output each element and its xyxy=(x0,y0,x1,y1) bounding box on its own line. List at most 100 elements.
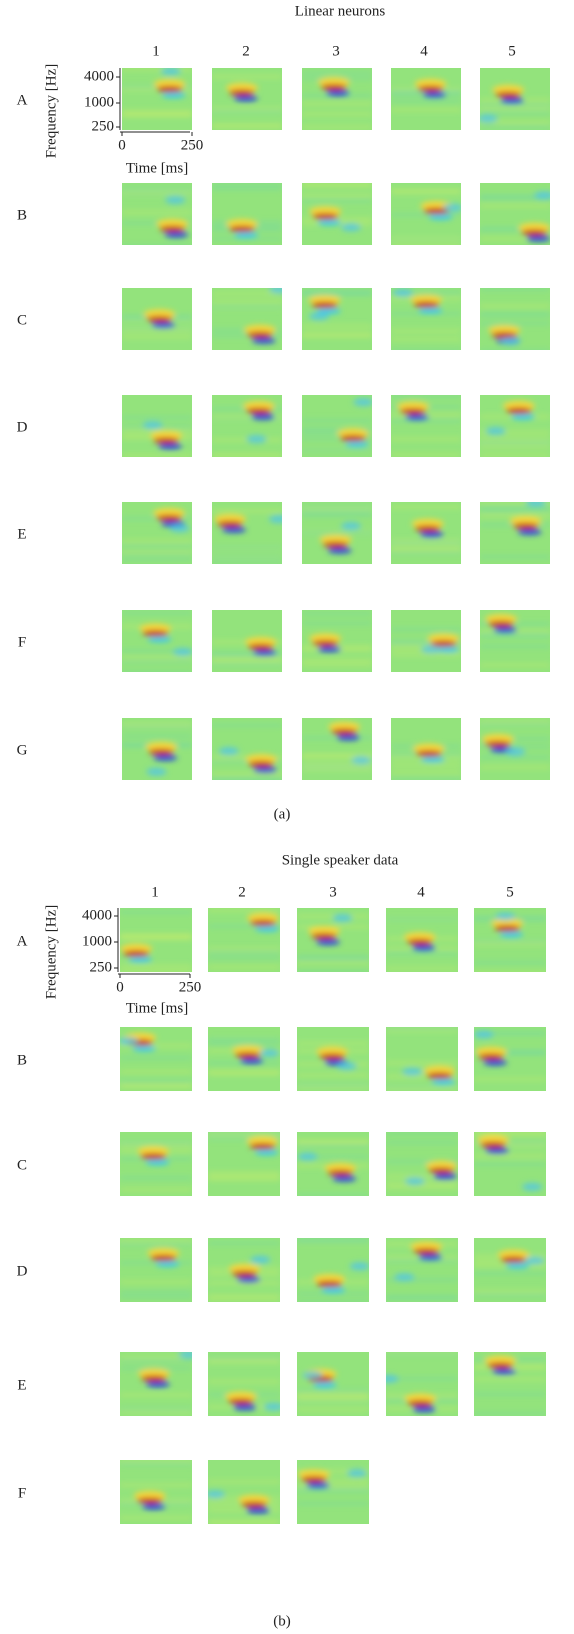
stripe xyxy=(391,437,461,440)
blob xyxy=(418,1254,443,1261)
stripe xyxy=(480,756,550,759)
row-label: E xyxy=(17,1377,26,1393)
blob xyxy=(499,931,524,938)
spectrogram-panel xyxy=(212,610,282,672)
blob xyxy=(159,225,186,232)
stripe xyxy=(120,1280,192,1283)
stripe xyxy=(120,1291,192,1294)
stripe xyxy=(302,194,372,197)
stripe xyxy=(391,542,461,545)
stripe xyxy=(302,325,372,328)
stripe xyxy=(212,110,282,113)
row-label: F xyxy=(18,1485,26,1501)
stripe xyxy=(386,1141,458,1144)
stripe xyxy=(391,640,461,643)
stripe xyxy=(122,211,192,214)
receptive-field xyxy=(297,1469,369,1505)
stripe xyxy=(120,937,192,940)
stripe xyxy=(391,237,461,240)
receptive-field xyxy=(122,416,192,457)
blob xyxy=(227,1398,254,1405)
stripe xyxy=(474,1143,546,1146)
blob xyxy=(336,1062,357,1071)
stripe xyxy=(302,645,372,648)
stripe xyxy=(302,754,372,757)
spectrogram-panel xyxy=(480,718,550,780)
blob xyxy=(249,1143,276,1150)
receptive-field xyxy=(212,288,282,344)
stripe xyxy=(297,1395,369,1398)
blob xyxy=(231,1045,264,1056)
blob xyxy=(311,302,338,309)
blob xyxy=(248,761,275,768)
stripe xyxy=(480,514,550,517)
blob xyxy=(308,926,341,937)
stripe xyxy=(120,1394,192,1397)
blob xyxy=(153,79,186,90)
blob xyxy=(317,646,342,653)
stripe xyxy=(480,107,550,110)
blob xyxy=(322,541,349,548)
stripe xyxy=(122,110,192,113)
blob xyxy=(253,767,278,774)
stripe xyxy=(391,189,461,192)
receptive-field xyxy=(297,1042,369,1089)
stripe xyxy=(474,1141,546,1144)
blob xyxy=(317,219,342,226)
stripe xyxy=(297,1470,369,1473)
stripe xyxy=(391,778,461,780)
stripe xyxy=(212,654,282,657)
spectrogram-panel xyxy=(297,1132,369,1196)
blob xyxy=(233,231,258,238)
blob xyxy=(133,1490,166,1501)
blob xyxy=(309,633,342,644)
blob xyxy=(297,1152,318,1161)
blob xyxy=(521,229,548,236)
stripe xyxy=(212,546,282,549)
stripe xyxy=(474,971,546,972)
blob xyxy=(404,1177,425,1186)
stripe xyxy=(474,1155,546,1158)
blob xyxy=(140,1375,167,1382)
stripe xyxy=(386,1296,458,1299)
stripe xyxy=(391,395,461,398)
stripe xyxy=(208,1134,280,1137)
row-label: G xyxy=(17,742,28,758)
blob xyxy=(156,218,189,229)
spectrogram-panel xyxy=(212,395,282,457)
stripe xyxy=(474,942,546,945)
blob xyxy=(165,196,186,205)
stripe xyxy=(480,288,550,291)
blob xyxy=(164,231,189,238)
receptive-field xyxy=(391,506,461,554)
stripe xyxy=(480,104,550,107)
blob xyxy=(263,1402,280,1411)
receptive-field xyxy=(386,1352,458,1413)
receptive-field xyxy=(122,507,192,561)
blob xyxy=(494,925,521,932)
blob xyxy=(492,84,525,95)
stripe xyxy=(480,197,550,200)
stripe xyxy=(212,124,282,127)
blob xyxy=(485,614,518,625)
stripe xyxy=(120,1044,192,1047)
blob xyxy=(517,529,542,536)
blob xyxy=(312,640,339,647)
stripe xyxy=(122,552,192,555)
stripe xyxy=(212,657,282,660)
spectrogram-panel xyxy=(386,1238,458,1302)
stripe xyxy=(120,1080,192,1083)
blob xyxy=(480,1141,507,1148)
receptive-field xyxy=(302,71,372,129)
blob xyxy=(140,1153,167,1160)
stripe xyxy=(302,335,372,338)
receptive-field xyxy=(297,1368,369,1411)
blob xyxy=(475,1046,508,1057)
stripe xyxy=(120,1410,192,1413)
stripe xyxy=(297,1300,369,1302)
stripe xyxy=(212,334,282,337)
blob xyxy=(339,435,366,442)
blob xyxy=(309,312,330,321)
stripe xyxy=(120,1261,192,1264)
